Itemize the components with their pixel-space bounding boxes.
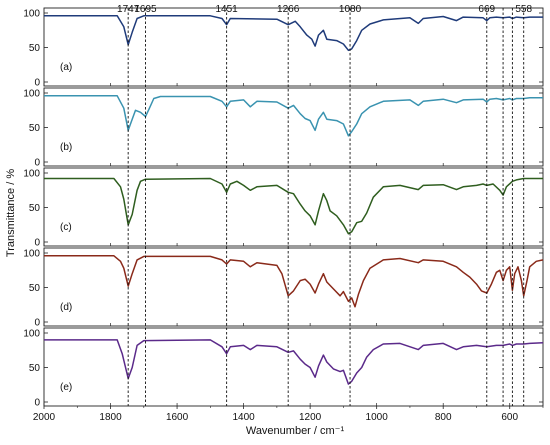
y-tick-label: 100 — [23, 89, 40, 100]
y-tick-label: 100 — [23, 169, 40, 180]
x-axis-label: Wavenumber / cm⁻¹ — [246, 425, 345, 437]
panel-label: (d) — [60, 302, 72, 313]
y-tick-label: 0 — [34, 158, 40, 169]
y-tick-label: 100 — [23, 9, 40, 20]
peak-label: 1266 — [277, 4, 300, 15]
y-tick-label: 50 — [29, 283, 41, 294]
y-tick-label: 0 — [34, 398, 40, 409]
x-axis: 2000 1800 1600 1400 1200 1000 800 600 — [33, 406, 544, 423]
panel-label: (e) — [60, 382, 72, 393]
y-tick-label: 0 — [34, 318, 40, 329]
panel-frame — [43, 87, 544, 167]
panel-frame — [43, 167, 544, 247]
series-line-5 — [44, 339, 544, 385]
panel-frame — [43, 7, 544, 87]
x-tick-label: 1400 — [232, 412, 255, 423]
series-line-1 — [44, 15, 543, 52]
panel-label: (a) — [60, 62, 72, 73]
peak-label: 1695 — [134, 4, 157, 15]
y-tick-label: 50 — [29, 203, 41, 214]
peak-label: 558 — [515, 4, 532, 15]
y-tick-label: 0 — [34, 238, 40, 249]
panel-5: 0 50 100 (e) — [23, 327, 544, 409]
y-axis-label: Transmittance / % — [5, 169, 17, 257]
y-tick-label: 100 — [23, 329, 40, 340]
series-line-4 — [44, 255, 544, 308]
y-tick-label: 100 — [23, 249, 40, 260]
y-tick-label: 50 — [29, 123, 41, 134]
panels-layer: 0 50 100 (a) 0 50 100 (b) 0 50 100 (c) 0 50 100 (d) 0 50 1… — [23, 7, 544, 409]
peak-label: 669 — [478, 4, 495, 15]
panel-label: (c) — [60, 222, 72, 233]
peak-label: 1080 — [339, 4, 362, 15]
y-tick-label: 50 — [29, 363, 41, 374]
x-tick-label: 600 — [501, 412, 518, 423]
x-tick-label: 1000 — [366, 412, 389, 423]
x-tick-label: 1800 — [99, 412, 122, 423]
x-tick-label: 1600 — [166, 412, 189, 423]
panel-3: 0 50 100 (c) — [23, 167, 544, 249]
panel-1: 0 50 100 (a) — [23, 7, 544, 89]
series-line-2 — [44, 95, 543, 137]
x-tick-label: 800 — [435, 412, 452, 423]
panel-2: 0 50 100 (b) — [23, 87, 544, 169]
panel-frame — [43, 327, 544, 407]
reference-lines — [127, 8, 525, 406]
y-tick-label: 0 — [34, 78, 40, 89]
x-tick-label: 2000 — [33, 412, 56, 423]
x-tick-label: 1200 — [299, 412, 322, 423]
panel-4: 0 50 100 (d) — [23, 247, 544, 329]
series-line-3 — [44, 177, 543, 235]
y-tick-label: 50 — [29, 43, 41, 54]
peak-label: 1747 — [117, 4, 140, 15]
peak-label: 1451 — [216, 4, 239, 15]
panel-label: (b) — [60, 142, 72, 153]
panel-frame — [43, 247, 544, 327]
